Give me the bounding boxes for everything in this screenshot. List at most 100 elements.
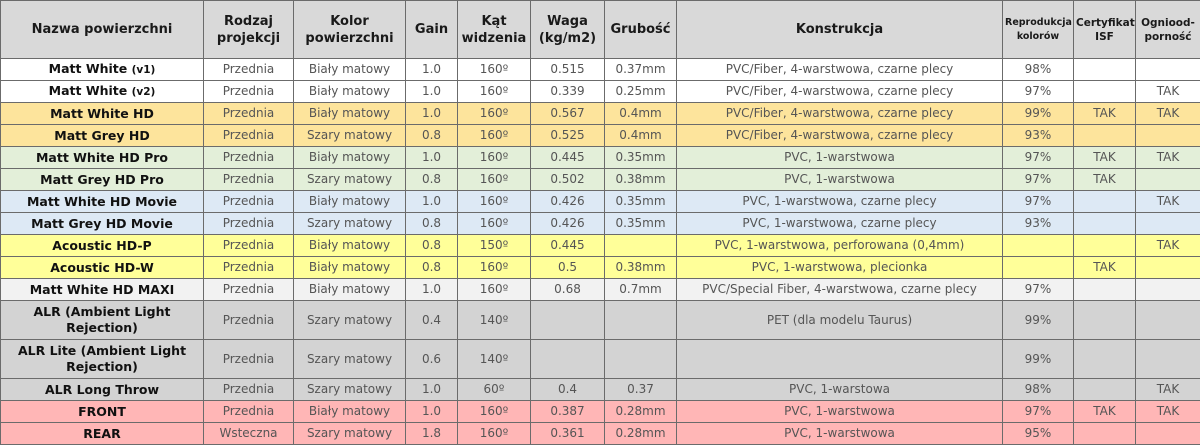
cell-construction: PVC, 1-warstwowa, czarne plecy — [677, 191, 1003, 213]
cell-viewing-angle: 160º — [458, 191, 531, 213]
cell-surface-color: Biały matowy — [294, 235, 406, 257]
cell-surface-color: Biały matowy — [294, 401, 406, 423]
surface-name: Acoustic HD-W — [50, 260, 154, 275]
cell-fire-resistance — [1136, 257, 1200, 279]
cell-isf-certificate — [1074, 340, 1136, 379]
cell-isf-certificate — [1074, 59, 1136, 81]
cell-surface-color: Szary matowy — [294, 423, 406, 445]
cell-viewing-angle: 160º — [458, 169, 531, 191]
cell-weight: 0.5 — [531, 257, 605, 279]
cell-gain: 1.0 — [406, 81, 458, 103]
cell-surface-color: Biały matowy — [294, 103, 406, 125]
cell-construction: PVC/Fiber, 4-warstwowa, czarne plecy — [677, 125, 1003, 147]
cell-viewing-angle: 160º — [458, 103, 531, 125]
cell-projection-type: Przednia — [204, 401, 294, 423]
cell-viewing-angle: 160º — [458, 279, 531, 301]
surface-name: Matt White — [49, 61, 128, 76]
cell-surface-color: Biały matowy — [294, 191, 406, 213]
cell-weight: 0.68 — [531, 279, 605, 301]
cell-construction: PVC, 1-warstwowa — [677, 147, 1003, 169]
surface-name: FRONT — [78, 404, 126, 419]
surface-name: ALR (Ambient Light Rejection) — [33, 304, 170, 335]
cell-viewing-angle: 160º — [458, 401, 531, 423]
cell-projection-type: Przednia — [204, 125, 294, 147]
header-viewing-angle: Kąt widzenia — [458, 1, 531, 59]
cell-projection-type: Przednia — [204, 81, 294, 103]
cell-color-reproduction: 93% — [1003, 125, 1074, 147]
cell-viewing-angle: 60º — [458, 379, 531, 401]
cell-isf-certificate — [1074, 235, 1136, 257]
surface-name: Acoustic HD-P — [52, 238, 151, 253]
cell-color-reproduction: 97% — [1003, 147, 1074, 169]
cell-projection-type: Wsteczna — [204, 423, 294, 445]
cell-surface-color: Szary matowy — [294, 125, 406, 147]
cell-color-reproduction: 99% — [1003, 103, 1074, 125]
cell-surface-name: ALR Lite (Ambient Light Rejection) — [1, 340, 204, 379]
cell-fire-resistance — [1136, 213, 1200, 235]
cell-surface-name: Matt White HD Pro — [1, 147, 204, 169]
cell-fire-resistance: TAK — [1136, 235, 1200, 257]
header-construction: Konstrukcja — [677, 1, 1003, 59]
cell-construction: PET (dla modelu Taurus) — [677, 301, 1003, 340]
cell-weight — [531, 340, 605, 379]
surface-name: Matt White HD — [50, 106, 154, 121]
cell-surface-color: Biały matowy — [294, 81, 406, 103]
cell-fire-resistance: TAK — [1136, 191, 1200, 213]
cell-projection-type: Przednia — [204, 301, 294, 340]
cell-weight: 0.339 — [531, 81, 605, 103]
cell-fire-resistance — [1136, 279, 1200, 301]
cell-construction: PVC, 1-warstowa — [677, 379, 1003, 401]
cell-color-reproduction: 97% — [1003, 81, 1074, 103]
cell-viewing-angle: 160º — [458, 59, 531, 81]
cell-color-reproduction: 99% — [1003, 301, 1074, 340]
cell-projection-type: Przednia — [204, 169, 294, 191]
cell-color-reproduction: 95% — [1003, 423, 1074, 445]
cell-isf-certificate — [1074, 191, 1136, 213]
cell-fire-resistance — [1136, 125, 1200, 147]
cell-viewing-angle: 150º — [458, 235, 531, 257]
cell-projection-type: Przednia — [204, 103, 294, 125]
cell-gain: 0.8 — [406, 125, 458, 147]
cell-weight: 0.567 — [531, 103, 605, 125]
cell-fire-resistance: TAK — [1136, 81, 1200, 103]
header-gain: Gain — [406, 1, 458, 59]
cell-viewing-angle: 140º — [458, 340, 531, 379]
cell-gain: 0.4 — [406, 301, 458, 340]
cell-weight: 0.502 — [531, 169, 605, 191]
cell-surface-color: Szary matowy — [294, 213, 406, 235]
cell-fire-resistance — [1136, 423, 1200, 445]
cell-surface-color: Biały matowy — [294, 147, 406, 169]
surface-name: Matt Grey HD Movie — [31, 216, 173, 231]
cell-thickness: 0.7mm — [605, 279, 677, 301]
cell-color-reproduction — [1003, 257, 1074, 279]
surface-name: ALR Long Throw — [45, 382, 159, 397]
cell-weight: 0.445 — [531, 147, 605, 169]
cell-gain: 0.8 — [406, 257, 458, 279]
cell-thickness — [605, 340, 677, 379]
cell-isf-certificate: TAK — [1074, 103, 1136, 125]
cell-construction: PVC, 1-warstwowa — [677, 401, 1003, 423]
surface-name: ALR Lite (Ambient Light Rejection) — [18, 343, 186, 374]
cell-gain: 1.0 — [406, 147, 458, 169]
cell-surface-color: Biały matowy — [294, 257, 406, 279]
cell-fire-resistance: TAK — [1136, 103, 1200, 125]
cell-surface-color: Szary matowy — [294, 301, 406, 340]
cell-surface-name: Matt White (v2) — [1, 81, 204, 103]
cell-thickness — [605, 235, 677, 257]
cell-gain: 1.0 — [406, 59, 458, 81]
cell-thickness: 0.37 — [605, 379, 677, 401]
cell-surface-color: Szary matowy — [294, 340, 406, 379]
cell-thickness: 0.38mm — [605, 169, 677, 191]
cell-construction: PVC, 1-warstwowa, perforowana (0,4mm) — [677, 235, 1003, 257]
surface-version: (v2) — [132, 86, 156, 98]
